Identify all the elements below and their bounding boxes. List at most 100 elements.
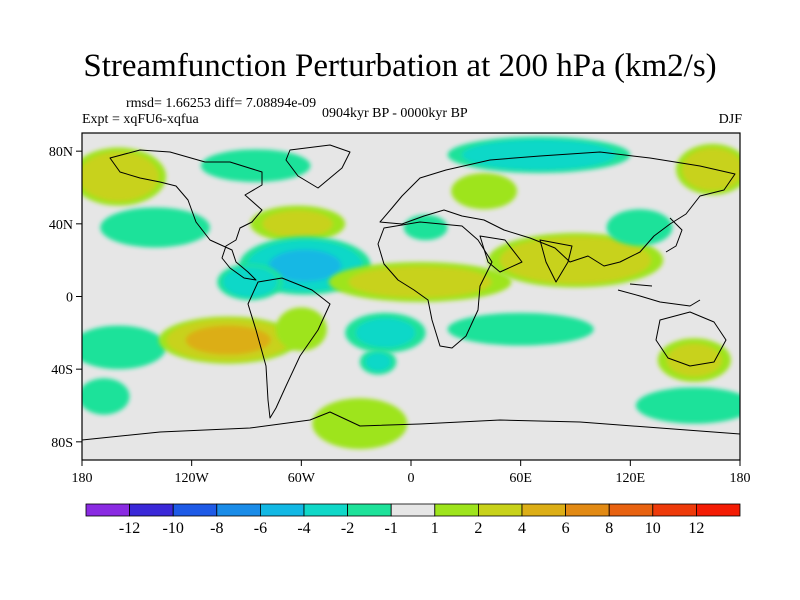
coast-japan bbox=[665, 217, 683, 253]
season-label: DJF bbox=[718, 112, 742, 127]
anomaly-22-level-1 bbox=[82, 378, 130, 415]
expt-label: Expt = xqFU6-xqfua bbox=[82, 112, 199, 127]
colorbar-label-10: 6 bbox=[562, 520, 570, 537]
colorbar-label-7: 1 bbox=[431, 520, 439, 537]
x-tick-label-1: 120W bbox=[175, 471, 210, 486]
chart-title: Streamfunction Perturbation at 200 hPa (… bbox=[83, 48, 717, 84]
colorbar-swatch-0 bbox=[85, 503, 130, 517]
anomaly-18-level-1 bbox=[606, 209, 673, 246]
anomaly-20-level-2 bbox=[666, 343, 722, 377]
colorbar-label-1: -10 bbox=[163, 520, 184, 537]
y-tick-label-1: 40N bbox=[49, 218, 73, 233]
x-tick-label-3: 0 bbox=[408, 471, 415, 486]
coast-antarctica bbox=[82, 411, 740, 441]
colorbar-label-5: -2 bbox=[341, 520, 354, 537]
colorbar-swatch-2 bbox=[172, 503, 218, 517]
anomaly-1 bbox=[100, 207, 210, 248]
coast-arabia bbox=[479, 235, 523, 273]
y-tick-label-2: 0 bbox=[66, 291, 73, 306]
anomaly-8 bbox=[275, 307, 327, 352]
anomaly-21-level-1 bbox=[635, 387, 740, 424]
anomaly-22 bbox=[82, 378, 130, 415]
anomaly-19-level-1 bbox=[447, 312, 594, 346]
coast-australia bbox=[655, 311, 727, 367]
coast-south-america bbox=[247, 277, 331, 419]
colorbar-label-12: 10 bbox=[645, 520, 661, 537]
colorbar-label-11: 8 bbox=[605, 520, 613, 537]
anomaly-11 bbox=[359, 349, 397, 375]
stats-label: rmsd= 1.66253 diff= 7.08894e-09 bbox=[126, 96, 317, 111]
anomaly-6 bbox=[82, 325, 167, 370]
colorbar-label-4: -4 bbox=[297, 520, 310, 537]
y-axis: 80N 40N 0 40S 80S bbox=[49, 145, 82, 451]
anomaly-10-level-2 bbox=[355, 318, 416, 348]
x-tick-label-6: 180 bbox=[730, 471, 751, 486]
anomaly-4-level-4 bbox=[268, 249, 342, 282]
anomaly-20 bbox=[657, 338, 731, 382]
anomaly-19 bbox=[447, 312, 594, 346]
anomaly-9-level-1 bbox=[312, 398, 408, 450]
coast-europe-asia bbox=[379, 151, 736, 267]
anomaly-3-level-2 bbox=[262, 210, 333, 238]
x-tick-label-4: 60E bbox=[509, 471, 532, 486]
anomaly-0-level-2 bbox=[82, 152, 159, 202]
anomaly-8-level-1 bbox=[275, 307, 327, 352]
colorbar-swatch-3 bbox=[216, 503, 261, 517]
y-tick-label-0: 80N bbox=[49, 145, 73, 160]
colorbar-label-13: 12 bbox=[688, 520, 704, 537]
x-tick-label-5: 120E bbox=[616, 471, 646, 486]
anomaly-16-level-2 bbox=[462, 139, 616, 171]
colorbar: -12 -10 -8 -6 -4 -2 -1 1 2 4 6 8 10 12 bbox=[85, 503, 741, 537]
anomaly-5 bbox=[217, 263, 284, 301]
anomaly-15-level-1 bbox=[403, 214, 448, 241]
colorbar-label-2: -8 bbox=[210, 520, 223, 537]
anomaly-12-level-2 bbox=[348, 266, 492, 298]
anomaly-11-level-2 bbox=[365, 352, 392, 371]
coastlines bbox=[82, 144, 740, 441]
y-tick-label-4: 80S bbox=[51, 436, 73, 451]
coast-greenland bbox=[285, 144, 351, 189]
colorbar-swatch-13 bbox=[652, 503, 697, 517]
anomaly-12 bbox=[328, 261, 512, 302]
x-tick-label-0: 180 bbox=[72, 471, 93, 486]
anomaly-21 bbox=[635, 387, 740, 424]
anomaly-10 bbox=[345, 312, 426, 353]
colorbar-swatch-5 bbox=[303, 503, 348, 517]
anomaly-15 bbox=[403, 214, 448, 241]
colorbar-label-3: -6 bbox=[254, 520, 267, 537]
colorbar-swatch-14 bbox=[696, 503, 741, 517]
colorbar-label-9: 4 bbox=[518, 520, 526, 537]
colorbar-label-0: -12 bbox=[119, 520, 140, 537]
anomaly-1-level-1 bbox=[100, 207, 210, 248]
anomaly-14-level-1 bbox=[451, 172, 518, 210]
colorbar-swatch-6 bbox=[347, 503, 392, 517]
colorbar-swatch-7 bbox=[390, 503, 436, 517]
anomaly-7-level-4 bbox=[185, 325, 271, 355]
colorbar-swatch-12 bbox=[608, 503, 654, 517]
x-tick-label-2: 60W bbox=[288, 471, 316, 486]
colorbar-swatch-8 bbox=[434, 503, 479, 517]
period-label: 0904kyr BP - 0000kyr BP bbox=[322, 106, 468, 121]
anomaly-14 bbox=[451, 172, 518, 210]
colorbar-swatch-1 bbox=[129, 503, 174, 517]
anomaly-2 bbox=[200, 149, 311, 183]
coast-indonesia bbox=[617, 283, 701, 307]
anomaly-3 bbox=[250, 205, 346, 242]
anomaly-5-level-2 bbox=[222, 266, 278, 298]
coast-north-america bbox=[109, 149, 263, 281]
colorbar-label-8: 2 bbox=[474, 520, 482, 537]
colorbar-swatch-11 bbox=[565, 503, 610, 517]
anomaly-17-level-2 bbox=[682, 148, 740, 191]
anomaly-layer bbox=[82, 136, 740, 450]
coast-india bbox=[539, 239, 573, 283]
anomaly-6-level-1 bbox=[82, 325, 167, 370]
colorbar-label-6: -1 bbox=[385, 520, 398, 537]
y-tick-label-3: 40S bbox=[51, 363, 73, 378]
anomaly-9 bbox=[312, 398, 408, 450]
colorbar-swatch-10 bbox=[521, 503, 566, 517]
colorbar-swatch-9 bbox=[477, 503, 523, 517]
anomaly-17 bbox=[676, 143, 740, 195]
coast-africa bbox=[377, 221, 493, 349]
anomaly-7 bbox=[158, 316, 298, 364]
